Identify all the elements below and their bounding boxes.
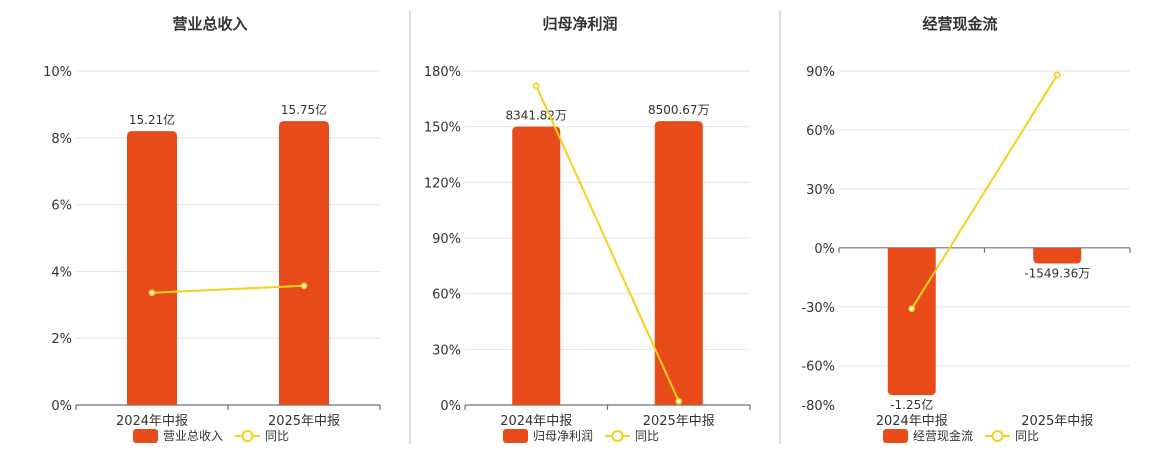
x-tick-label: 2025年中报 [643,414,715,429]
yoy-line [151,284,305,294]
y-tick-label: 2% [51,332,72,347]
yoy-point [1053,71,1061,79]
y-tick-label: 150% [424,121,461,136]
legend-line-marker [241,430,254,442]
y-tick-label: 60% [806,124,835,139]
legend-line-marker [611,430,624,442]
yoy-line [535,85,680,402]
y-tick-label: 60% [432,288,461,303]
legend-line-label: 同比 [265,429,289,443]
x-tick-label: 2024年中报 [876,414,948,429]
yoy-point [532,82,540,90]
bar-revenue [279,121,329,405]
legend-bar-label: 归母净利润 [533,429,593,443]
bar-net-profit [654,121,703,405]
bar-data-label: 8341.82万 [505,109,567,123]
bar-data-label: 8500.67万 [648,103,710,117]
y-tick-label: 90% [432,232,461,247]
yoy-point [300,282,308,290]
bar-data-label: 15.21亿 [129,112,175,127]
legend-bar-label: 营业总收入 [163,429,223,443]
yoy-line [910,74,1059,310]
legend-bar-swatch [503,429,528,443]
y-tick-label: 6% [51,199,72,214]
yoy-point [148,289,156,297]
bar-data-label: 15.75亿 [281,102,327,117]
chart-title: 归母净利润 [542,15,617,33]
legend-bar-swatch [133,429,158,443]
y-tick-label: 30% [432,343,461,358]
x-tick-label: 2024年中报 [500,414,572,429]
y-tick-label: 0% [814,242,835,257]
bar-revenue [127,131,177,405]
y-tick-label: 180% [424,65,461,80]
y-tick-label: -30% [801,301,835,316]
y-tick-label: 120% [424,176,461,191]
y-tick-label: 0% [51,399,72,414]
bar-operating-cashflow [887,247,936,396]
bar-net-profit [512,126,561,406]
y-tick-label: -80% [801,399,835,414]
x-tick-label: 2025年中报 [268,414,340,429]
chart-panel-net-profit: 归母净利润 0% 30% 60% 90% 120% 150% 180% 2024年中报 2025年… [424,15,751,443]
legend-line-label: 同比 [1015,429,1039,443]
x-tick-label: 2025年中报 [1021,414,1093,429]
y-tick-label: 30% [806,183,835,198]
x-tick-label: 2024年中报 [116,414,188,429]
chart-panel-revenue: 营业总收入 0% 2% 4% 6% 8% 10% 2024年中报 2025年中报 15.21亿 15… [43,15,381,443]
bar-data-label: -1.25亿 [890,397,933,412]
legend-bar-label: 经营现金流 [913,428,973,443]
bar-operating-cashflow [1033,247,1082,264]
legend-line-label: 同比 [635,429,659,443]
y-tick-label: 10% [43,65,72,80]
chart-panel-operating-cashflow: 经营现金流 -80% -60% -30% 0% 30% 60% 90% 2024年中报 2025年… [801,15,1131,443]
chart-title: 营业总收入 [172,15,247,33]
y-tick-label: -60% [801,360,835,375]
y-tick-label: 90% [806,65,835,80]
bar-data-label: -1549.36万 [1024,267,1090,281]
legend-line-marker [991,430,1004,442]
chart-title: 经营现金流 [922,15,997,33]
yoy-point [675,397,683,405]
legend-bar-swatch [883,429,908,443]
y-tick-label: 0% [440,399,461,414]
y-tick-label: 4% [51,265,72,280]
yoy-point [908,305,916,313]
y-tick-label: 8% [51,132,72,147]
